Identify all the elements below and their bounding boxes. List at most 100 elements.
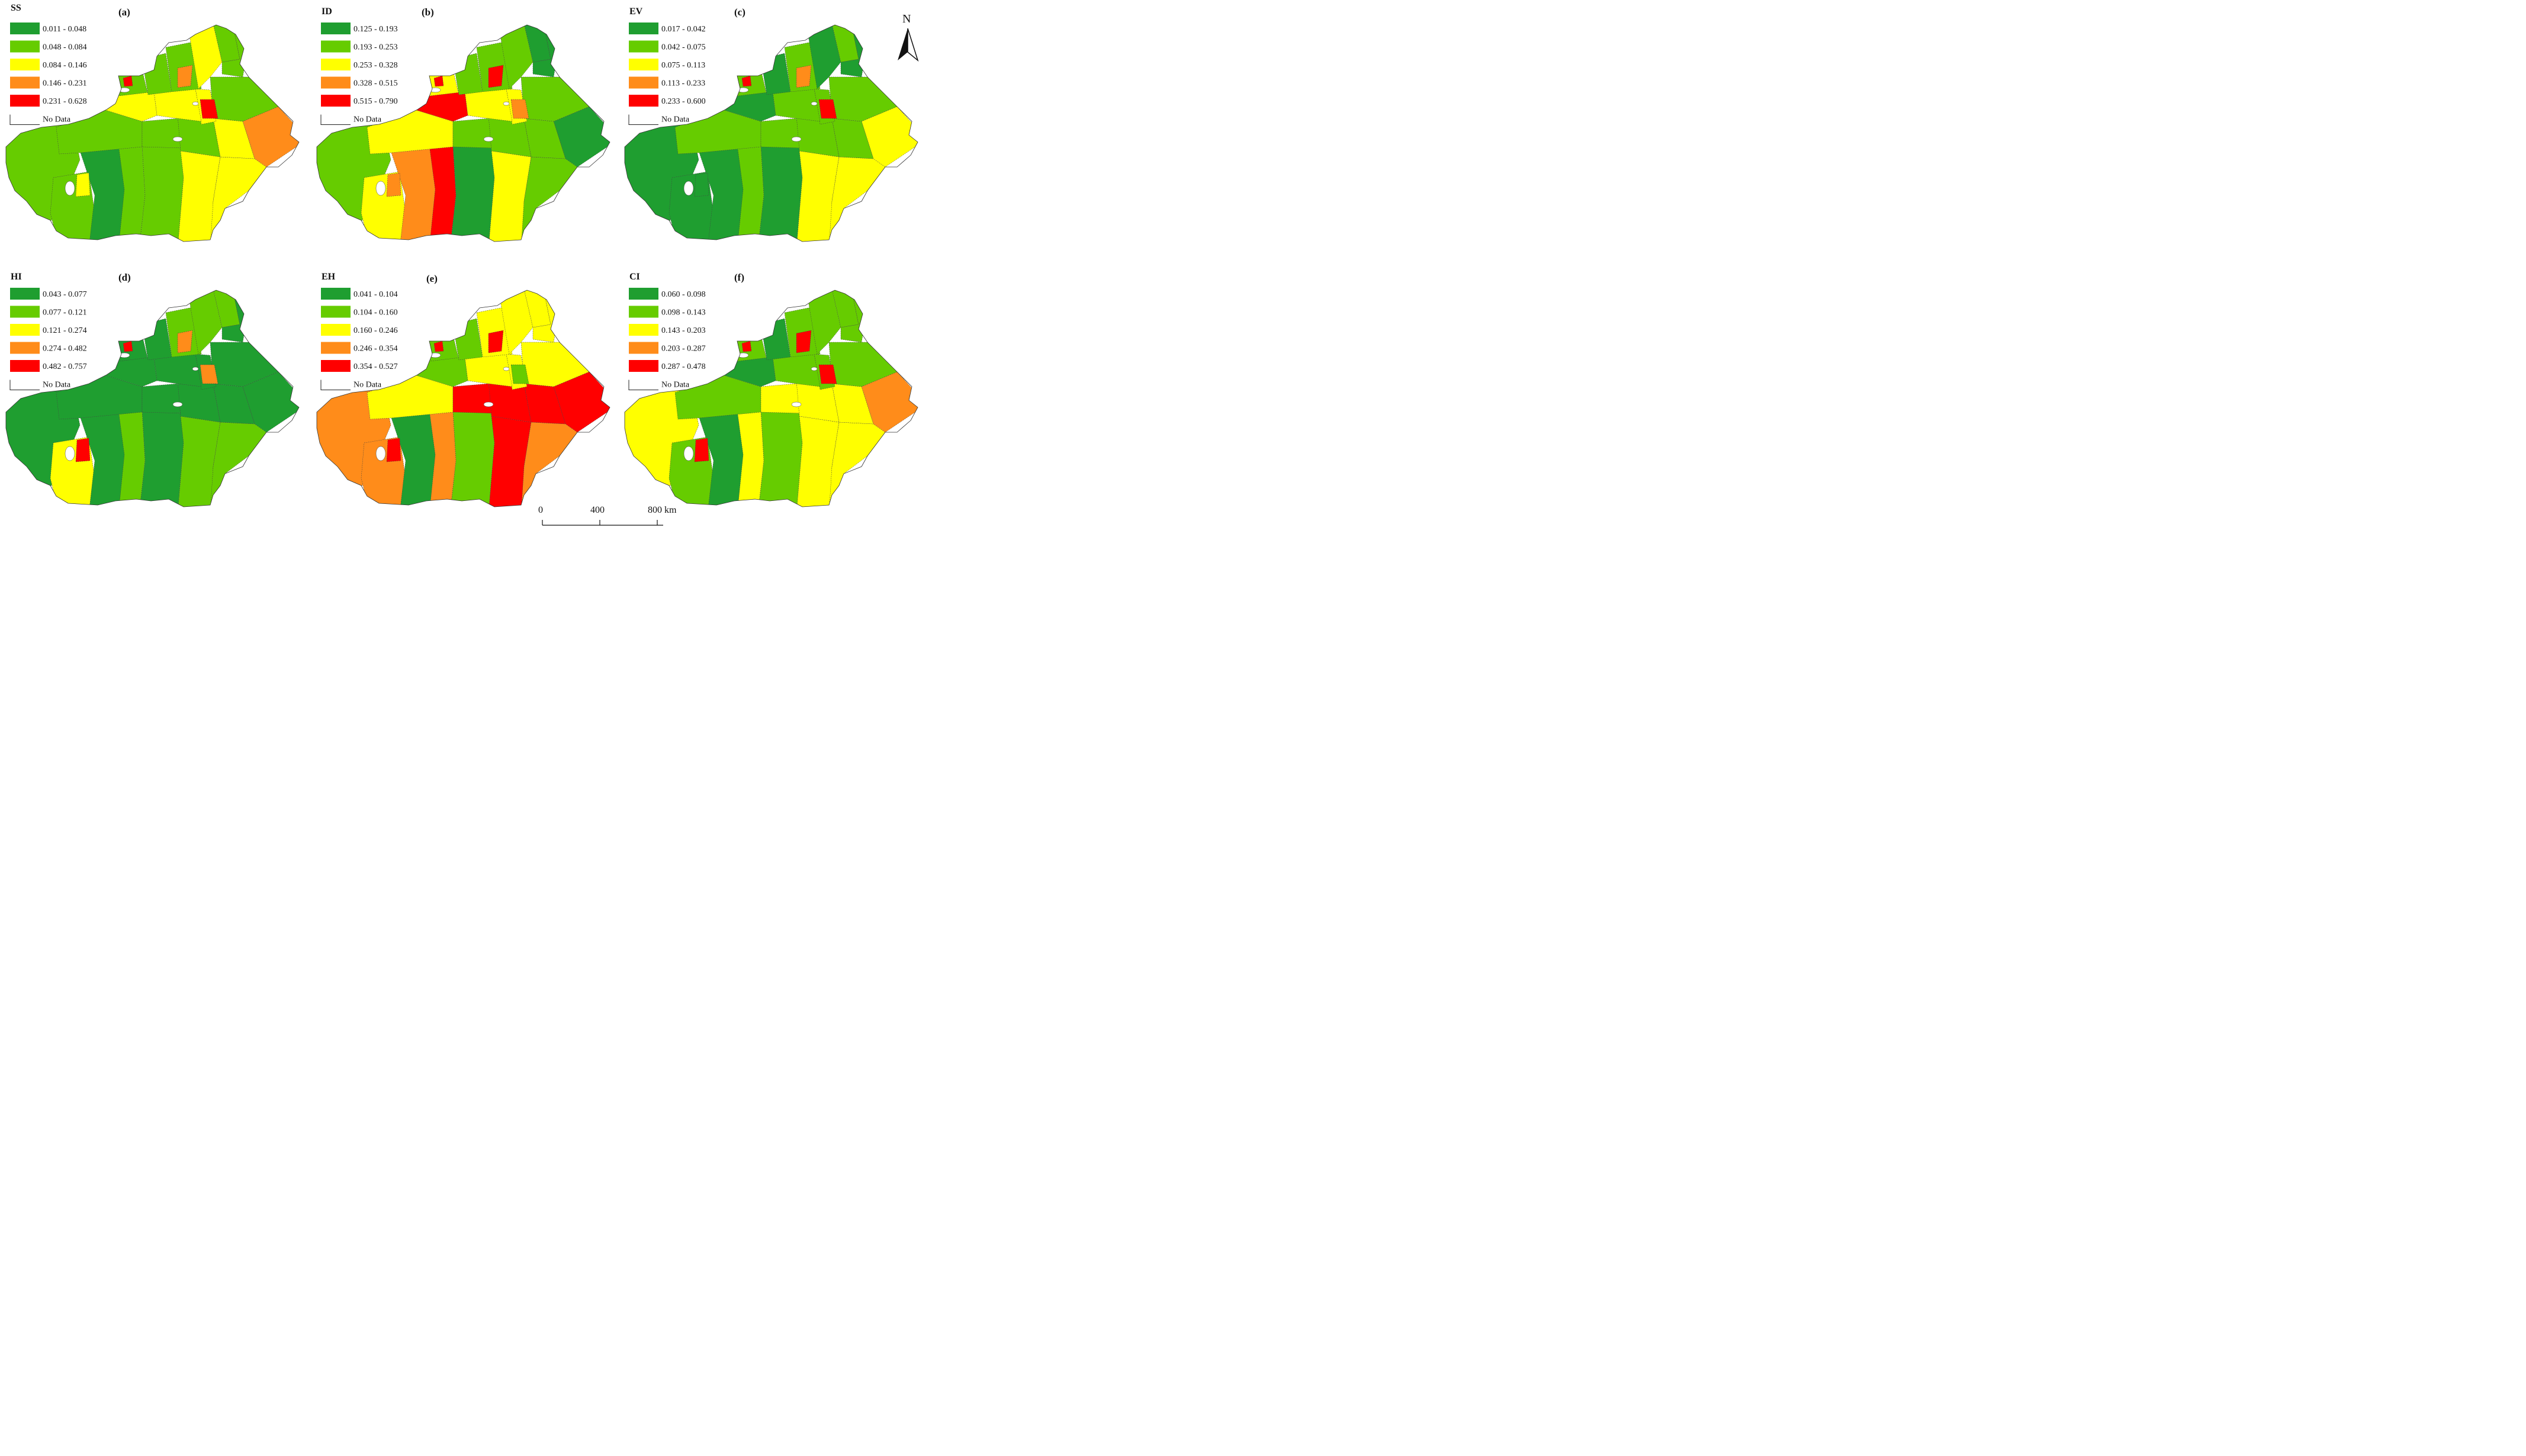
region-hotspot-3 xyxy=(75,172,91,197)
legend-swatch-no-data xyxy=(320,380,351,390)
region-altay-mid xyxy=(523,25,551,63)
legend-label: 0.482 - 0.757 xyxy=(43,362,87,371)
legend-label: 0.203 - 0.287 xyxy=(661,345,706,353)
panel-label: (d) xyxy=(118,272,131,283)
region-hotspot-1 xyxy=(433,340,444,352)
region-aksu-east xyxy=(452,383,495,414)
region-hotspot-3 xyxy=(694,172,709,197)
legend-label: 0.098 - 0.143 xyxy=(661,308,706,317)
panel-label: (f) xyxy=(734,272,744,283)
region-bayingol-south xyxy=(520,422,578,507)
legend-label-no-data: No Data xyxy=(353,115,382,124)
indicator-title: EV xyxy=(629,7,643,17)
region-aksu-east xyxy=(760,383,803,414)
no-data-area xyxy=(483,401,494,407)
indicator-title: SS xyxy=(11,3,21,13)
legend-swatch xyxy=(10,76,40,89)
region-hotspot-3 xyxy=(386,438,401,462)
legend-label: 0.354 - 0.527 xyxy=(353,362,398,371)
panel-label: (b) xyxy=(422,7,434,18)
no-data-area xyxy=(375,446,386,461)
legend-swatch-no-data xyxy=(628,380,658,390)
legend-label: 0.075 - 0.113 xyxy=(661,61,705,70)
legend-label: 0.328 - 0.515 xyxy=(353,79,398,88)
legend-label-no-data: No Data xyxy=(661,381,690,390)
no-data-area xyxy=(791,401,802,407)
legend-swatch xyxy=(629,23,658,34)
region-altay-west xyxy=(808,290,841,355)
region-karamay xyxy=(177,65,193,88)
scale-tick-400: 400 xyxy=(590,505,605,515)
region-altay-west xyxy=(808,25,841,89)
region-hotspot-2 xyxy=(200,99,218,119)
no-data-area xyxy=(429,87,441,93)
legend-label: 0.125 - 0.193 xyxy=(353,25,398,34)
region-hotspot-3 xyxy=(75,438,91,462)
no-data-area xyxy=(503,367,510,371)
region-bayingol-south xyxy=(828,422,886,507)
region-bayingol-south xyxy=(520,156,578,242)
legend-swatch-no-data xyxy=(320,114,351,125)
legend-label: 0.233 - 0.600 xyxy=(661,97,706,106)
legend-swatch xyxy=(321,306,351,318)
region-altay-mid xyxy=(831,290,859,328)
region-kashgar xyxy=(390,144,439,242)
scale-bar: 0 400 800 km xyxy=(538,505,677,526)
legend-label: 0.043 - 0.077 xyxy=(43,290,87,299)
region-boundary xyxy=(316,24,610,242)
legend-swatch xyxy=(10,95,40,107)
legend-swatch-no-data xyxy=(9,114,40,125)
panel-label: (e) xyxy=(426,273,438,284)
indicator-title: EH xyxy=(322,272,336,282)
region-karamay xyxy=(796,330,812,353)
region-hotan xyxy=(449,144,495,242)
legend-label: 0.060 - 0.098 xyxy=(661,290,706,299)
region-altay-mid xyxy=(831,25,859,63)
legend-swatch xyxy=(629,288,658,300)
region-hotspot-2 xyxy=(818,99,837,119)
legend-label: 0.104 - 0.160 xyxy=(353,308,398,317)
legend-swatch xyxy=(629,342,658,354)
region-karamay xyxy=(488,330,504,353)
legend-swatch xyxy=(629,40,658,53)
no-data-area xyxy=(737,352,749,358)
legend-label: 0.274 - 0.482 xyxy=(43,345,87,353)
legend-swatch xyxy=(321,23,351,34)
region-hotspot-3 xyxy=(694,438,709,462)
map-panel-e: 0.041 - 0.104 0.104 - 0.160 0.160 - 0.246 0… xyxy=(316,272,610,507)
legend-swatch xyxy=(629,324,658,336)
map-panel-a: 0.011 - 0.048 0.048 - 0.084 0.084 - 0.146 0… xyxy=(5,3,300,242)
region-hotspot-2 xyxy=(510,364,529,384)
no-data-area xyxy=(375,181,386,196)
region-kashgar xyxy=(79,144,128,242)
map-panel-b: 0.125 - 0.193 0.193 - 0.253 0.253 - 0.328 0… xyxy=(316,7,610,242)
legend-swatch xyxy=(10,288,40,300)
map-panel-c: 0.017 - 0.042 0.042 - 0.075 0.075 - 0.113 0… xyxy=(624,7,918,242)
legend-swatch xyxy=(629,59,658,70)
no-data-area xyxy=(118,352,130,358)
legend-label: 0.084 - 0.146 xyxy=(43,61,87,70)
region-aksu-east xyxy=(142,383,184,414)
legend-label: 0.515 - 0.790 xyxy=(353,97,398,106)
region-karamay xyxy=(488,65,504,88)
region-kashgar xyxy=(79,410,128,507)
region-hotspot-2 xyxy=(510,99,529,119)
legend: 0.125 - 0.193 0.193 - 0.253 0.253 - 0.328 0… xyxy=(320,23,398,125)
legend-swatch xyxy=(10,324,40,336)
north-letter: N xyxy=(902,12,911,25)
region-boundary xyxy=(316,290,610,507)
choropleth-map xyxy=(624,290,918,507)
legend-label: 0.193 - 0.253 xyxy=(353,43,398,52)
scale-tick-800: 800 km xyxy=(648,505,677,515)
choropleth-map xyxy=(624,24,918,242)
region-karamay xyxy=(177,330,193,353)
legend-swatch xyxy=(321,95,351,107)
no-data-area xyxy=(811,367,818,371)
legend-label: 0.121 - 0.274 xyxy=(43,326,87,335)
legend-swatch xyxy=(321,59,351,70)
no-data-area xyxy=(172,401,183,407)
region-hotspot-2 xyxy=(200,364,218,384)
region-kashgar xyxy=(390,410,439,507)
legend-label-no-data: No Data xyxy=(43,115,71,124)
no-data-area xyxy=(192,101,199,106)
